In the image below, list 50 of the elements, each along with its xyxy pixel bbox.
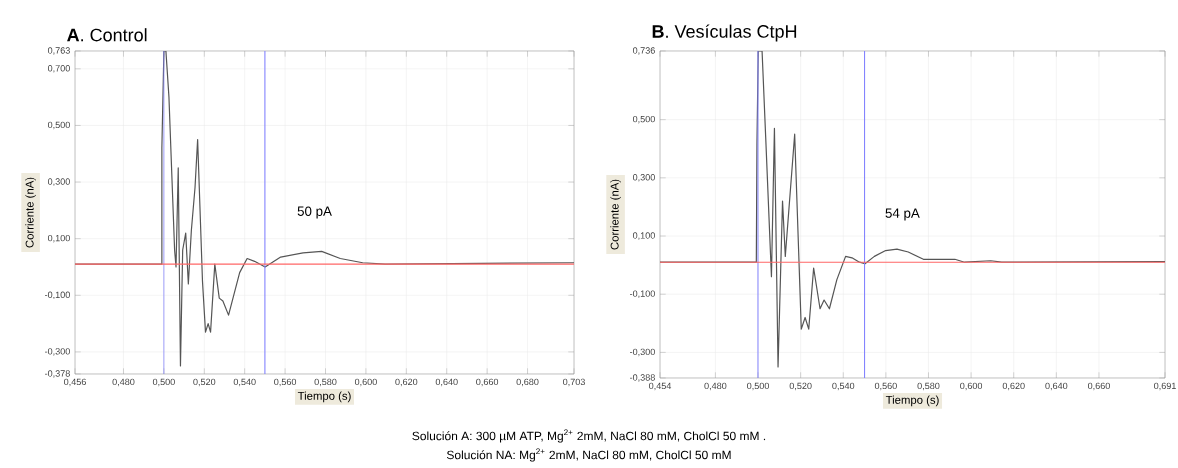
x-tick-label: 0,600 xyxy=(354,378,377,387)
x-tick-label: 0,703 xyxy=(563,378,585,387)
y-tick-label: 0,763 xyxy=(47,47,70,55)
x-tick-label: 0,456 xyxy=(64,378,86,387)
x-axis-title: Tiempo (s) xyxy=(297,391,351,403)
y-axis-title: Corriente (nA) xyxy=(25,177,36,248)
x-tick-label: 0,454 xyxy=(649,382,672,391)
y-tick-label: -0,300 xyxy=(44,348,70,356)
x-tick-label: 0,580 xyxy=(917,382,940,391)
x-tick-label: 0,600 xyxy=(960,382,983,391)
x-tick-label: 0,640 xyxy=(1045,382,1068,391)
y-tick-label: -0,300 xyxy=(629,348,655,357)
x-tick-label: 0,480 xyxy=(704,382,727,391)
y-tick-label: 0,300 xyxy=(47,178,70,186)
y-tick-label: -0,100 xyxy=(44,291,70,300)
x-tick-label: 0,691 xyxy=(1154,382,1176,391)
y-tick-label: -0,100 xyxy=(629,290,655,298)
text: Solución NA: Mg$^{2+}$ 2mM, NaCl 80 mM, CholCl 50 mM xyxy=(446,448,731,462)
y-tick-label: 0,100 xyxy=(47,234,70,243)
x-tick-label: 0,500 xyxy=(747,382,770,391)
x-tick-label: 0,620 xyxy=(395,378,418,387)
y-tick-label: 0,100 xyxy=(632,232,655,240)
x-tick-label: 0,680 xyxy=(516,378,539,387)
y-tick-label: 0,500 xyxy=(632,115,655,124)
x-tick-label: 0,540 xyxy=(233,378,256,387)
y-tick-label: 0,736 xyxy=(632,47,655,55)
x-tick-label: 0,540 xyxy=(832,382,855,391)
chart-title: A. Control xyxy=(67,28,147,42)
x-tick-label: 0,580 xyxy=(314,378,337,387)
y-tick-label: 0,500 xyxy=(47,121,70,130)
y-tick-label: 0,300 xyxy=(632,174,655,182)
x-tick-label: 0,660 xyxy=(476,378,499,387)
chart-title: B. Vesículas CtpH xyxy=(652,24,797,42)
x-tick-label: 0,560 xyxy=(874,382,897,391)
x-tick-label: 0,520 xyxy=(789,382,812,391)
x-tick-label: 0,660 xyxy=(1087,382,1110,391)
text: Solución A: 300 µM ATP, Mg$^{2+}$ 2mM, NaCl 80 mM, CholCl 50 mM . xyxy=(412,429,766,443)
y-axis-title: Corriente (nA) xyxy=(610,179,621,250)
x-tick-label: 0,640 xyxy=(435,378,458,387)
y-tick-label: -0,378 xyxy=(44,370,70,378)
y-tick-label: -0,388 xyxy=(629,374,655,382)
x-tick-label: 0,560 xyxy=(274,378,297,387)
x-tick-label: 0,480 xyxy=(112,378,135,387)
annotation: 50 pA xyxy=(297,206,332,219)
x-axis-title: Tiempo (s) xyxy=(885,395,939,407)
annotation: 54 pA xyxy=(885,208,920,221)
x-tick-label: 0,520 xyxy=(193,378,216,387)
x-tick-label: 0,620 xyxy=(1002,382,1025,391)
y-tick-label: 0,700 xyxy=(47,65,70,73)
x-tick-label: 0,500 xyxy=(152,378,175,387)
